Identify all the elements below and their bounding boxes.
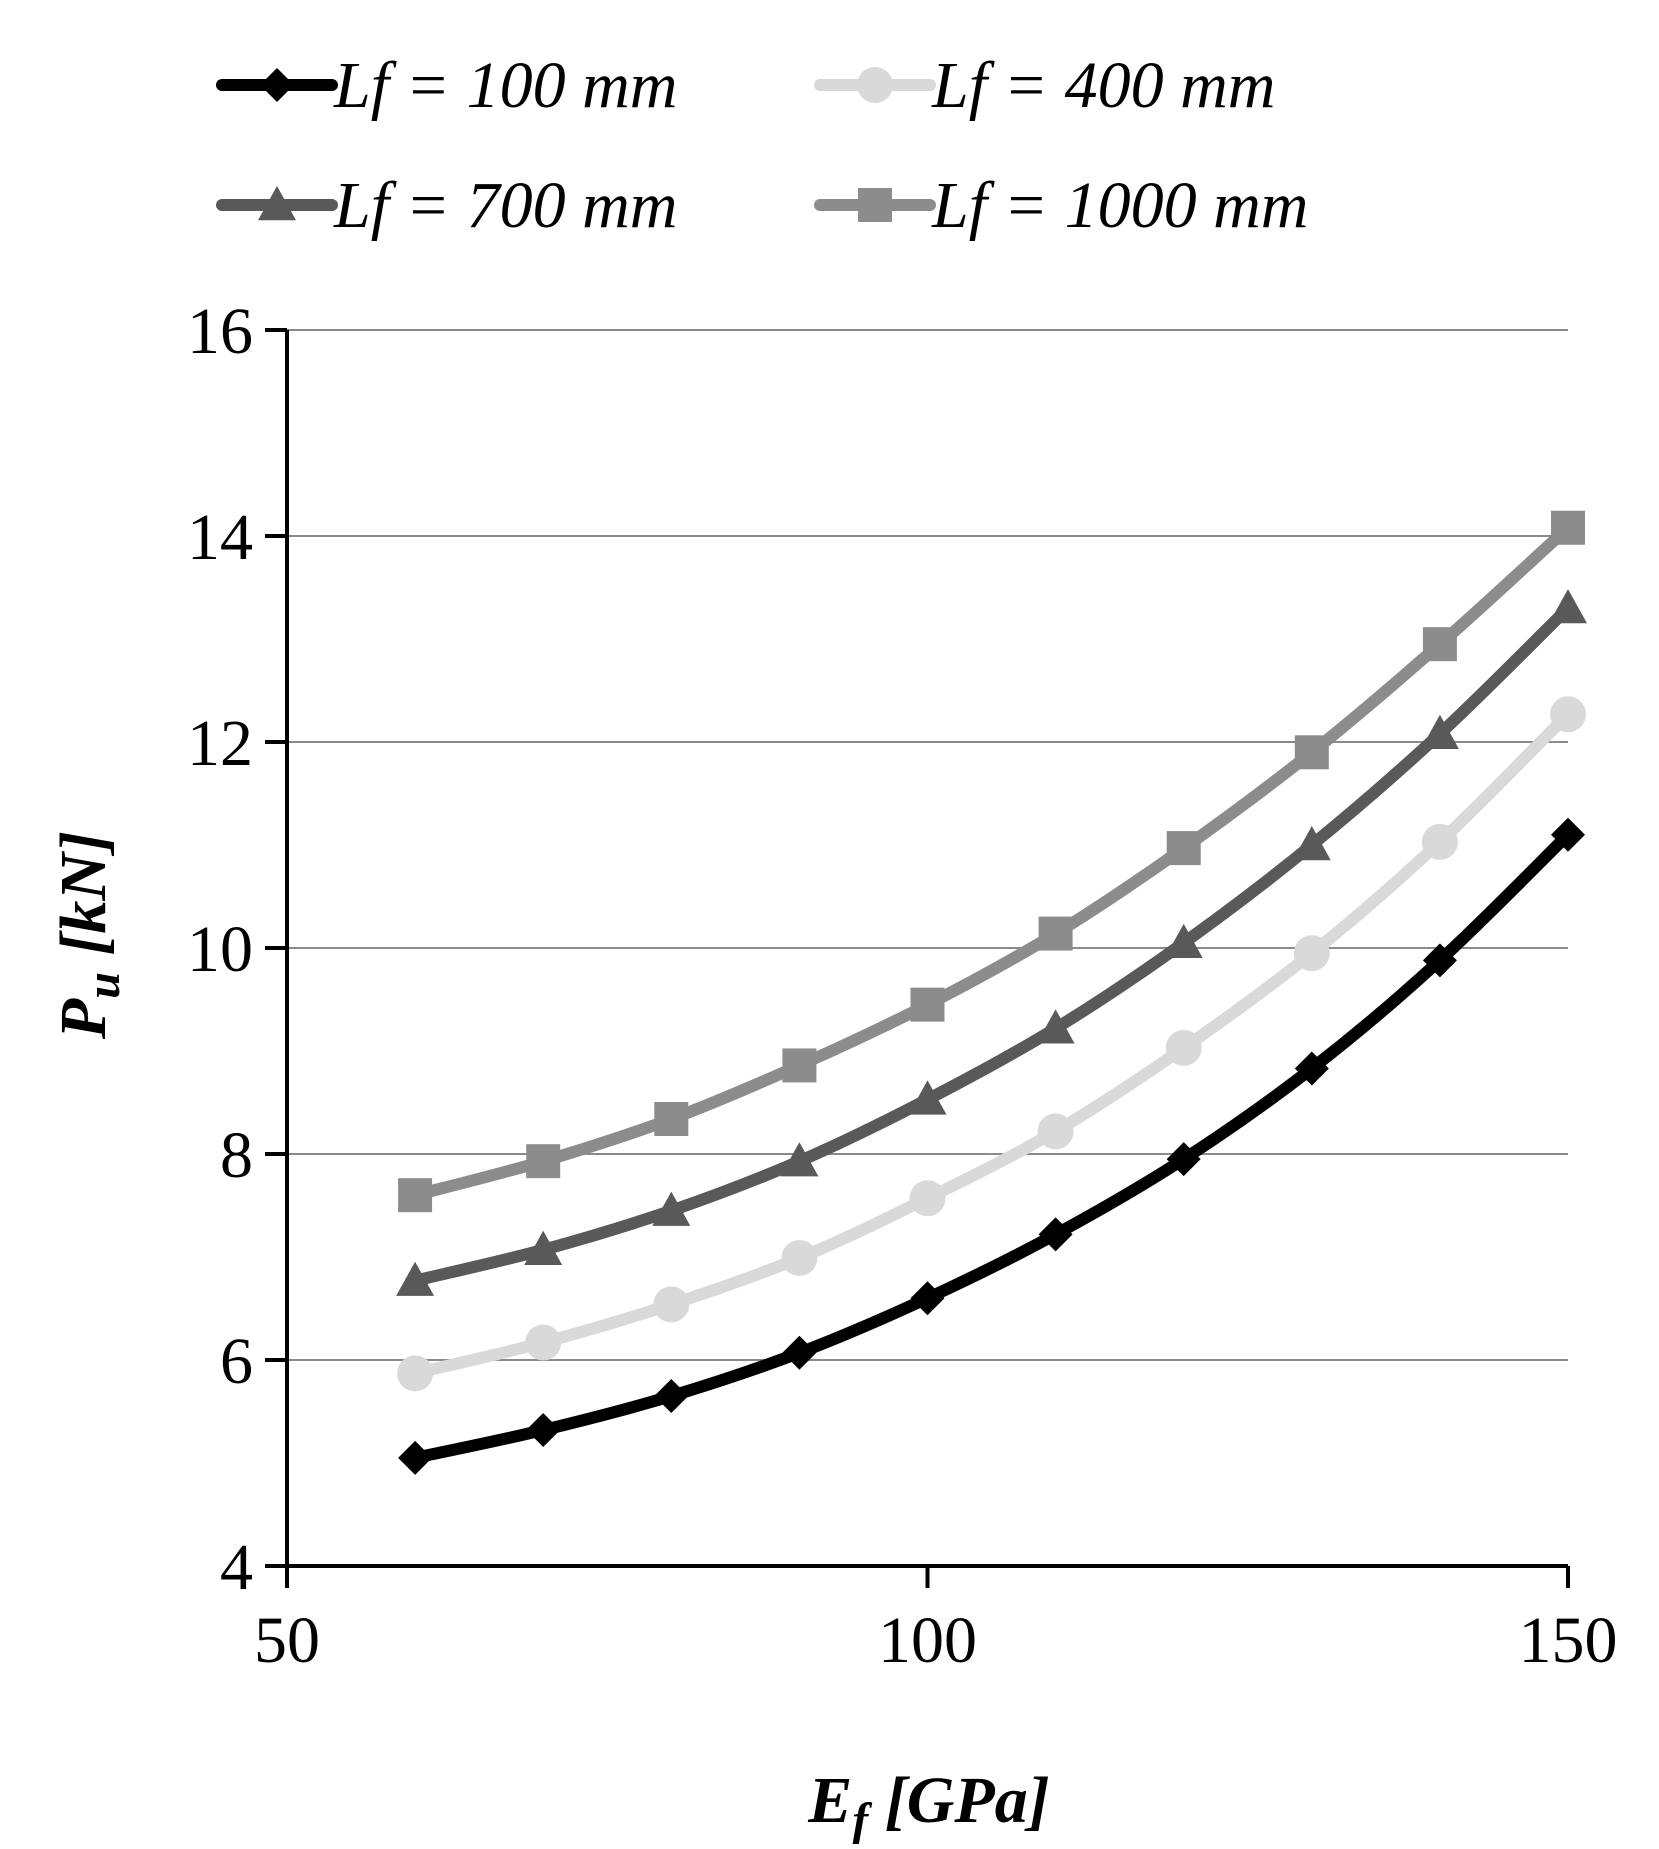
y-tick-label: 16 xyxy=(187,295,253,368)
data-point xyxy=(1421,823,1458,860)
y-tick-label: 10 xyxy=(187,913,253,986)
data-point xyxy=(910,987,945,1022)
y-tick-label: 14 xyxy=(187,501,253,574)
axes xyxy=(265,328,1570,1588)
series-line xyxy=(409,521,1574,1202)
data-point xyxy=(1164,923,1203,959)
series-3 xyxy=(396,589,1587,1296)
data-point xyxy=(1165,1029,1202,1066)
data-point xyxy=(909,1180,946,1217)
data-point xyxy=(1036,1009,1075,1044)
legend-label: Lf = 1000 mm xyxy=(931,169,1308,242)
legend-swatch-marker xyxy=(260,68,294,102)
legend: Lf = 100 mm Lf = 400 mm Lf = 700 mm Lf = 10… xyxy=(216,49,1308,242)
data-point xyxy=(1293,935,1330,972)
series-line xyxy=(409,708,1574,1380)
legend-swatch-marker xyxy=(258,186,296,221)
y-tick-label: 12 xyxy=(187,707,253,780)
series-line xyxy=(409,828,1574,1464)
data-point xyxy=(1422,627,1457,662)
data-point xyxy=(524,1230,563,1265)
tick-labels: 4 6 8 10 12 14 16 50 100 150 xyxy=(187,295,1618,1677)
y-tick-label: 4 xyxy=(220,1531,253,1604)
data-point xyxy=(1550,696,1586,733)
data-point xyxy=(1420,714,1459,749)
x-tick-label: 50 xyxy=(254,1604,320,1677)
data-point xyxy=(1166,1142,1201,1177)
legend-label: Lf = 400 mm xyxy=(931,49,1275,122)
legend-swatch-marker xyxy=(857,67,893,103)
y-tick-label: 6 xyxy=(220,1325,253,1398)
data-point xyxy=(1038,1217,1073,1252)
data-point xyxy=(1422,943,1457,978)
legend-item: Lf = 700 mm xyxy=(216,169,677,242)
y-axis-title-main: P xyxy=(47,998,120,1040)
data-point xyxy=(1551,817,1585,852)
y-axis-title-rest: [kN] xyxy=(47,831,120,972)
legend-item: Lf = 1000 mm xyxy=(814,169,1308,242)
y-axis-title-sub: u xyxy=(77,972,130,999)
x-tick-label: 100 xyxy=(878,1604,977,1677)
data-point xyxy=(1292,826,1331,861)
x-axis-title-rest: [GPa] xyxy=(868,1764,1049,1837)
data-point xyxy=(653,1286,690,1323)
data-point xyxy=(526,1413,561,1448)
legend-item: Lf = 100 mm xyxy=(216,49,677,122)
data-point xyxy=(397,1355,434,1392)
data-point xyxy=(652,1191,691,1226)
data-point xyxy=(398,1178,433,1213)
data-point xyxy=(1294,1051,1329,1086)
x-tick-label: 150 xyxy=(1519,1604,1618,1677)
data-point xyxy=(782,1335,817,1370)
legend-item: Lf = 400 mm xyxy=(814,49,1275,122)
data-point xyxy=(654,1379,689,1414)
data-point xyxy=(1551,510,1585,545)
data-point xyxy=(1038,916,1073,951)
data-point xyxy=(525,1324,562,1361)
data-point xyxy=(1037,1113,1074,1150)
legend-label: Lf = 100 mm xyxy=(333,49,677,122)
x-axis-title-sub: f xyxy=(852,1794,872,1844)
data-point xyxy=(1166,831,1201,866)
y-tick-label: 8 xyxy=(220,1119,253,1192)
series-line xyxy=(409,602,1574,1287)
data-point xyxy=(1294,735,1329,770)
series-1 xyxy=(398,817,1585,1475)
legend-swatch-marker xyxy=(858,188,892,222)
data-point xyxy=(908,1080,947,1115)
data-point xyxy=(654,1101,689,1136)
gridlines xyxy=(287,329,1568,1361)
x-axis-title: Ef [GPa] xyxy=(807,1764,1049,1844)
data-point xyxy=(1549,589,1587,624)
series-2 xyxy=(397,696,1586,1392)
data-point xyxy=(780,1142,819,1177)
data-point xyxy=(398,1440,433,1475)
series-4 xyxy=(398,510,1585,1213)
data-point xyxy=(781,1240,818,1277)
data-point xyxy=(396,1261,435,1296)
data-point xyxy=(526,1144,561,1179)
y-axis-title: Pu [kN] xyxy=(47,831,130,1040)
data-point xyxy=(910,1281,945,1316)
x-axis-title-main: E xyxy=(807,1764,852,1837)
series-layer xyxy=(396,510,1587,1475)
legend-label: Lf = 700 mm xyxy=(333,169,677,242)
data-point xyxy=(782,1048,817,1083)
